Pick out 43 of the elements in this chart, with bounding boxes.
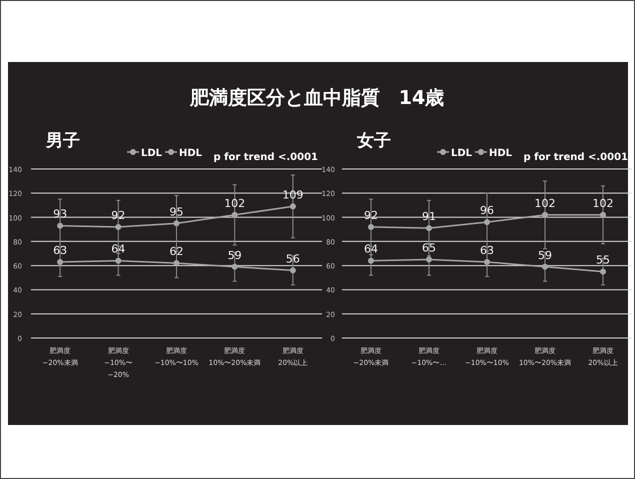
point — [290, 267, 296, 274]
chart-subtitle: 女子 — [356, 131, 391, 151]
data-label: 102 — [224, 196, 246, 210]
data-label: 59 — [228, 248, 242, 262]
point — [174, 220, 180, 226]
point — [232, 264, 238, 270]
data-label: 65 — [422, 242, 436, 255]
data-label: 102 — [592, 196, 614, 210]
data-label: 95 — [170, 205, 184, 218]
point — [57, 222, 64, 229]
point — [57, 258, 64, 265]
data-label: 56 — [286, 252, 300, 266]
point — [115, 224, 122, 230]
point — [290, 203, 296, 210]
point — [115, 258, 122, 264]
data-label: 55 — [596, 254, 610, 267]
data-label: 96 — [480, 204, 494, 218]
point — [600, 212, 606, 218]
point — [426, 225, 432, 232]
point — [600, 268, 606, 275]
text: p for trend <.0001 — [523, 152, 628, 163]
point — [542, 264, 548, 270]
point — [232, 212, 238, 218]
point — [368, 258, 374, 264]
chart-title: 肥満度区分と血中脂質 14歳 — [188, 87, 444, 109]
point — [174, 260, 180, 266]
data-label: 64 — [111, 242, 126, 256]
chart-subtitle: 男子 — [45, 131, 80, 151]
data-label: 62 — [170, 245, 184, 258]
text: p for trend <.0001 — [213, 152, 318, 163]
data-label: 63 — [480, 244, 494, 257]
legend-label: HDL — [489, 148, 513, 159]
point — [542, 212, 548, 218]
legend-label: LDL — [451, 148, 473, 159]
legend-label: HDL — [179, 148, 203, 159]
data-label: 64 — [364, 242, 378, 256]
point — [484, 258, 490, 265]
legend-label: LDL — [141, 148, 163, 159]
point — [484, 219, 490, 226]
data-label: 59 — [538, 248, 552, 262]
data-label: 102 — [534, 196, 556, 210]
point — [368, 224, 374, 230]
data-label: 63 — [53, 244, 68, 257]
